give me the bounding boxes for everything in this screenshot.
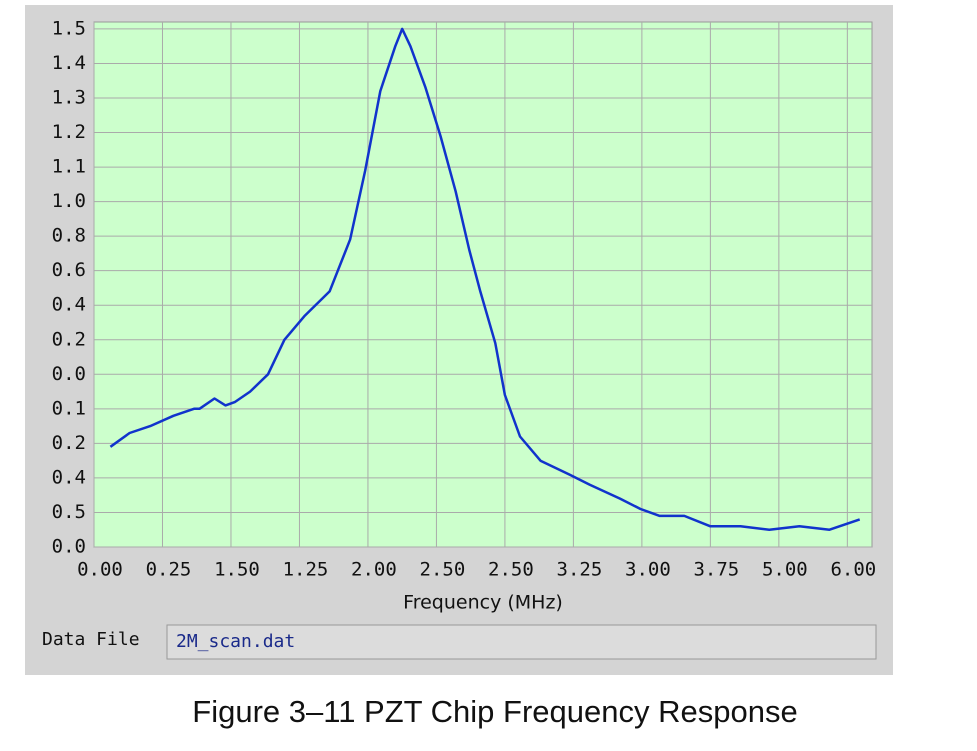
data-file-value: 2M_scan.dat <box>176 631 295 652</box>
y-tick-label: 1.1 <box>52 156 86 178</box>
y-tick-label: 1.0 <box>52 190 86 212</box>
y-tick-label: 0.5 <box>52 501 86 523</box>
x-tick-label: 3.25 <box>557 559 603 581</box>
x-tick-label: 1.50 <box>214 559 260 581</box>
y-tick-label: 0.1 <box>52 397 86 419</box>
x-tick-label: 2.00 <box>351 559 397 581</box>
y-tick-label: 0.2 <box>52 432 86 454</box>
y-tick-label: 0.0 <box>52 536 86 558</box>
x-tick-label: 0.25 <box>146 559 192 581</box>
x-tick-label: 3.75 <box>693 559 739 581</box>
data-line <box>109 27 861 531</box>
y-tick-label: 1.3 <box>52 86 86 108</box>
y-tick-label: 0.4 <box>52 466 86 488</box>
grid <box>93 22 872 548</box>
x-tick-label: 2.50 <box>488 559 534 581</box>
y-tick-label: 0.0 <box>52 363 86 385</box>
data-file-label: Data File <box>42 629 140 650</box>
y-tick-label: 0.2 <box>52 328 86 350</box>
y-tick-label: 1.2 <box>52 121 86 143</box>
y-tick-label: 1.5 <box>52 17 86 39</box>
y-tick-label: 0.6 <box>52 259 86 281</box>
x-tick-label: 6.00 <box>830 559 876 581</box>
x-tick-label: 5.00 <box>762 559 808 581</box>
x-axis-label: Frequency (MHz) <box>403 592 563 614</box>
x-tick-label: 0.00 <box>77 559 123 581</box>
data-file-field <box>166 624 877 660</box>
y-tick-label: 1.4 <box>52 52 86 74</box>
x-tick-label: 1.25 <box>283 559 329 581</box>
x-tick-label: 2.50 <box>420 559 466 581</box>
plot-area <box>93 21 873 548</box>
x-tick-label: 3.00 <box>625 559 671 581</box>
marks <box>109 27 861 531</box>
y-tick-label: 0.4 <box>52 294 86 316</box>
chart-title: Figure 3–11 PZT Chip Frequency Response <box>192 694 797 729</box>
y-tick-label: 0.8 <box>52 225 86 247</box>
